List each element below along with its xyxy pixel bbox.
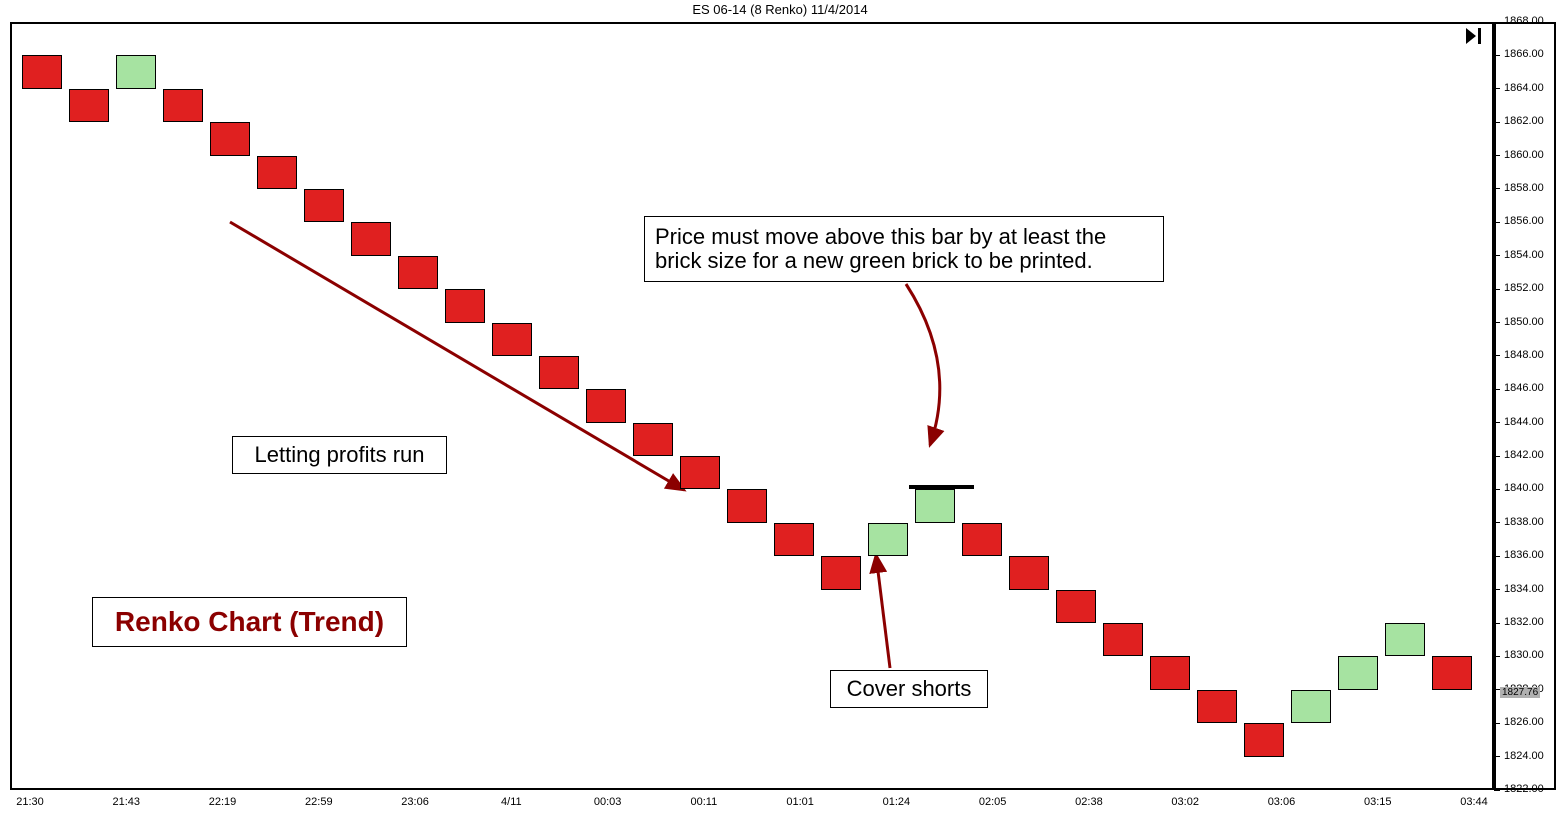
- y-axis-label: 1856.00: [1504, 215, 1544, 227]
- renko-brick-up: [868, 523, 908, 556]
- annotation-heading-text: Renko Chart (Trend): [115, 607, 384, 638]
- annotation-explain: Price must move above this bar by at lea…: [644, 216, 1164, 282]
- y-axis-label: 1854.00: [1504, 249, 1544, 261]
- renko-brick-down: [304, 189, 344, 222]
- renko-brick-down: [586, 389, 626, 422]
- renko-brick-down: [22, 55, 62, 88]
- x-axis-label: 00:11: [691, 796, 718, 808]
- y-axis-label: 1822.00: [1504, 783, 1544, 795]
- y-axis-label: 1850.00: [1504, 316, 1544, 328]
- renko-brick-down: [492, 323, 532, 356]
- renko-brick-down: [1432, 656, 1472, 689]
- x-axis-label: 00:03: [594, 796, 622, 808]
- renko-brick-down: [774, 523, 814, 556]
- x-axis-label: 21:43: [113, 796, 141, 808]
- y-axis-label: 1862.00: [1504, 115, 1544, 127]
- renko-brick-down: [69, 89, 109, 122]
- y-axis-label: 1840.00: [1504, 482, 1544, 494]
- annotation-heading: Renko Chart (Trend): [92, 597, 407, 647]
- annotation-profits-text: Letting profits run: [245, 439, 435, 471]
- renko-brick-down: [1197, 690, 1237, 723]
- renko-brick-up: [915, 489, 955, 522]
- x-axis-label: 01:24: [883, 796, 911, 808]
- chart-title: ES 06-14 (8 Renko) 11/4/2014: [0, 2, 1560, 17]
- x-axis-label: 03:02: [1171, 796, 1199, 808]
- renko-brick-down: [821, 556, 861, 589]
- y-axis-label: 1848.00: [1504, 349, 1544, 361]
- y-axis-label: 1864.00: [1504, 82, 1544, 94]
- annotation-cover-text: Cover shorts: [837, 673, 982, 705]
- renko-brick-down: [1009, 556, 1049, 589]
- renko-brick-up: [1291, 690, 1331, 723]
- renko-brick-down: [1244, 723, 1284, 756]
- x-axis-label: 02:38: [1075, 796, 1103, 808]
- y-axis-label: 1844.00: [1504, 416, 1544, 428]
- renko-brick-down: [163, 89, 203, 122]
- renko-brick-down: [1150, 656, 1190, 689]
- renko-brick-down: [680, 456, 720, 489]
- renko-brick-up: [116, 55, 156, 88]
- y-axis-label: 1852.00: [1504, 282, 1544, 294]
- y-axis-label: 1842.00: [1504, 449, 1544, 461]
- y-axis-label: 1834.00: [1504, 583, 1544, 595]
- y-axis-label: 1866.00: [1504, 48, 1544, 60]
- renko-brick-down: [1103, 623, 1143, 656]
- annotation-cover: Cover shorts: [830, 670, 988, 708]
- renko-brick-down: [210, 122, 250, 155]
- renko-brick-down: [445, 289, 485, 322]
- y-axis-label: 1846.00: [1504, 382, 1544, 394]
- renko-brick-down: [962, 523, 1002, 556]
- renko-brick-down: [1056, 590, 1096, 623]
- renko-brick-down: [539, 356, 579, 389]
- y-axis-label: 1830.00: [1504, 649, 1544, 661]
- renko-brick-down: [351, 222, 391, 255]
- x-axis-label: 03:06: [1268, 796, 1296, 808]
- x-axis-label: 23:06: [401, 796, 429, 808]
- y-axis-label: 1838.00: [1504, 516, 1544, 528]
- x-axis-label: 4/11: [501, 796, 522, 808]
- x-axis-label: 03:44: [1460, 796, 1488, 808]
- x-axis-label: 21:30: [16, 796, 44, 808]
- y-axis-label: 1824.00: [1504, 750, 1544, 762]
- renko-brick-down: [633, 423, 673, 456]
- y-axis-label: 1836.00: [1504, 549, 1544, 561]
- x-axis-label: 22:19: [209, 796, 237, 808]
- y-axis-strip: [1494, 22, 1556, 790]
- y-axis-label: 1860.00: [1504, 149, 1544, 161]
- renko-brick-up: [1385, 623, 1425, 656]
- chart-container: ES 06-14 (8 Renko) 11/4/2014 Renko Chart…: [0, 0, 1560, 826]
- renko-brick-up: [1338, 656, 1378, 689]
- x-axis-label: 02:05: [979, 796, 1007, 808]
- renko-brick-down: [727, 489, 767, 522]
- y-axis-label: 1826.00: [1504, 716, 1544, 728]
- x-axis-label: 22:59: [305, 796, 333, 808]
- y-axis-label: 1868.00: [1504, 15, 1544, 27]
- x-axis-label: 03:15: [1364, 796, 1392, 808]
- threshold-marker: [909, 485, 974, 489]
- y-axis-label: 1858.00: [1504, 182, 1544, 194]
- x-axis-label: 01:01: [786, 796, 814, 808]
- renko-brick-down: [398, 256, 438, 289]
- y-axis-label: 1832.00: [1504, 616, 1544, 628]
- skip-forward-icon[interactable]: [1466, 28, 1486, 49]
- renko-brick-down: [257, 156, 297, 189]
- price-flag: 1827.76: [1500, 687, 1540, 698]
- annotation-profits: Letting profits run: [232, 436, 447, 474]
- annotation-explain-text: Price must move above this bar by at lea…: [645, 221, 1163, 277]
